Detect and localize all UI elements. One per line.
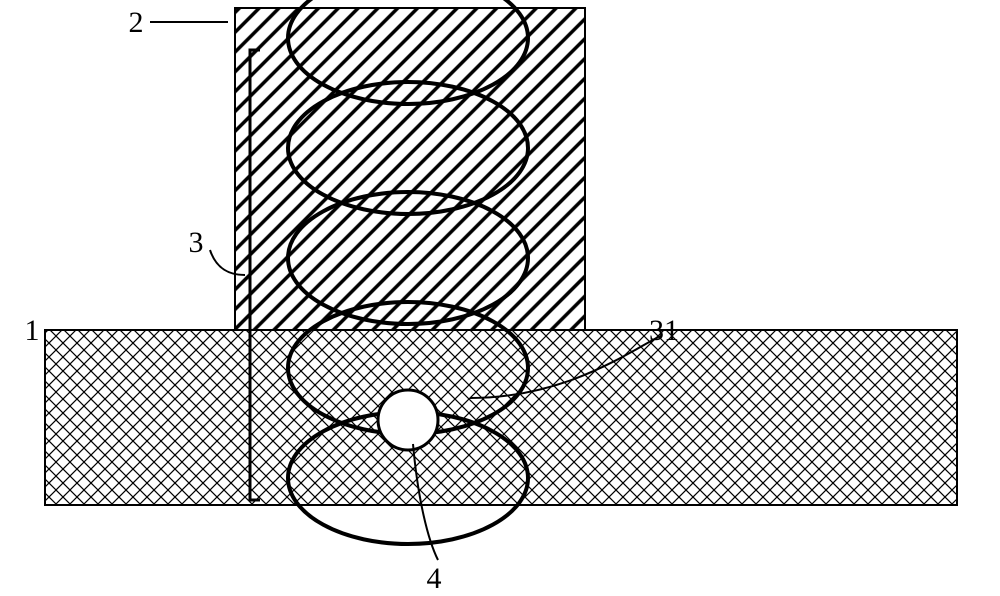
label-1: 1 <box>25 314 40 347</box>
region-2 <box>235 8 585 330</box>
label-31: 31 <box>649 314 679 347</box>
technical-figure: 2 1 3 31 4 <box>0 0 1000 596</box>
label-3: 3 <box>189 226 204 259</box>
hole-4 <box>378 390 438 450</box>
label-4: 4 <box>427 562 442 595</box>
label-2: 2 <box>129 6 144 39</box>
region-1 <box>45 330 957 505</box>
